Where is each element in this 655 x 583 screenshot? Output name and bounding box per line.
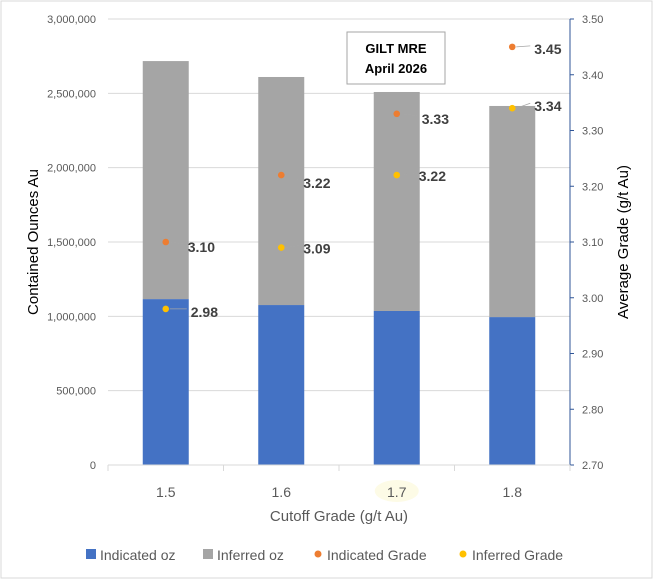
annotation-line2: April 2026: [365, 61, 427, 76]
x-axis-title: Cutoff Grade (g/t Au): [270, 508, 408, 525]
data-label: 3.34: [534, 98, 561, 114]
legend: Indicated oz Inferred oz Indicated Grade In…: [86, 547, 563, 563]
legend-swatch: [203, 549, 213, 559]
x-tick-highlight: [374, 480, 419, 502]
data-label-leader: [516, 45, 531, 48]
x-tick-label: 1.6: [272, 484, 292, 500]
data-label-leader: [285, 174, 300, 181]
y2-tick-label: 2.80: [582, 404, 603, 416]
point-inferred-grade: [508, 104, 516, 112]
annotation-box: GILT MRE April 2026: [346, 31, 446, 85]
x-tick-label: 1.7: [387, 484, 407, 500]
data-label: 3.22: [303, 175, 330, 191]
bar-indicated-oz: [489, 317, 536, 465]
y-tick-label: 1,500,000: [47, 237, 96, 249]
point-indicated-grade: [277, 171, 285, 179]
point-indicated-grade: [393, 110, 401, 118]
y2-tick-label: 3.10: [582, 237, 603, 249]
annotation-line1: GILT MRE: [365, 41, 426, 56]
y-tick-label: 2,500,000: [47, 88, 96, 100]
y2-tick-label: 3.40: [582, 70, 603, 82]
bar-inferred-oz: [373, 91, 420, 311]
bar-indicated-oz: [258, 305, 305, 465]
legend-swatch: [86, 549, 96, 559]
point-indicated-grade: [162, 238, 170, 246]
y-tick-label: 0: [90, 460, 96, 472]
data-label: 3.33: [422, 111, 449, 127]
x-tick-label: 1.8: [503, 484, 523, 500]
y2-axis-title: Average Grade (g/t Au): [615, 165, 632, 319]
data-label-leader: [516, 102, 531, 109]
bar-inferred-oz: [489, 105, 536, 318]
legend-label: Indicated Grade: [327, 547, 427, 563]
legend-label: Inferred Grade: [472, 547, 563, 563]
y2-tick-label: 2.70: [582, 460, 603, 472]
y-axis-title: Contained Ounces Au: [25, 169, 42, 315]
data-label-leader: [400, 172, 415, 176]
y2-tick-label: 3.50: [582, 14, 603, 26]
point-inferred-grade: [162, 305, 170, 313]
bar-inferred-oz: [258, 76, 305, 306]
bar-inferred-oz: [142, 61, 189, 300]
y2-tick-label: 3.30: [582, 126, 603, 138]
y2-tick-label: 3.20: [582, 181, 603, 193]
data-label-leader: [400, 113, 418, 117]
y-tick-label: 1,000,000: [47, 311, 96, 323]
y2-tick-label: 2.90: [582, 349, 603, 361]
legend-label: Indicated oz: [100, 547, 176, 563]
point-indicated-grade: [508, 43, 516, 51]
bar-indicated-oz: [373, 310, 420, 465]
y-tick-label: 2,000,000: [47, 163, 96, 175]
data-label: 2.98: [191, 304, 218, 320]
point-inferred-grade: [277, 244, 285, 251]
y-tick-label: 500,000: [56, 386, 96, 398]
y2-tick-label: 3.00: [582, 293, 603, 305]
y-tick-label: 3,000,000: [47, 14, 96, 26]
data-label: 3.10: [188, 239, 215, 255]
data-label: 3.22: [419, 168, 446, 184]
x-tick-label: 1.5: [156, 484, 176, 500]
data-label-leader: [169, 241, 184, 245]
legend-label: Inferred oz: [217, 547, 284, 563]
legend-marker: [314, 550, 322, 558]
data-label: 3.09: [303, 241, 330, 257]
data-label: 3.45: [534, 41, 561, 57]
data-label-leader: [285, 245, 300, 248]
point-inferred-grade: [393, 171, 401, 179]
bar-indicated-oz: [142, 299, 189, 465]
legend-marker: [459, 550, 467, 558]
